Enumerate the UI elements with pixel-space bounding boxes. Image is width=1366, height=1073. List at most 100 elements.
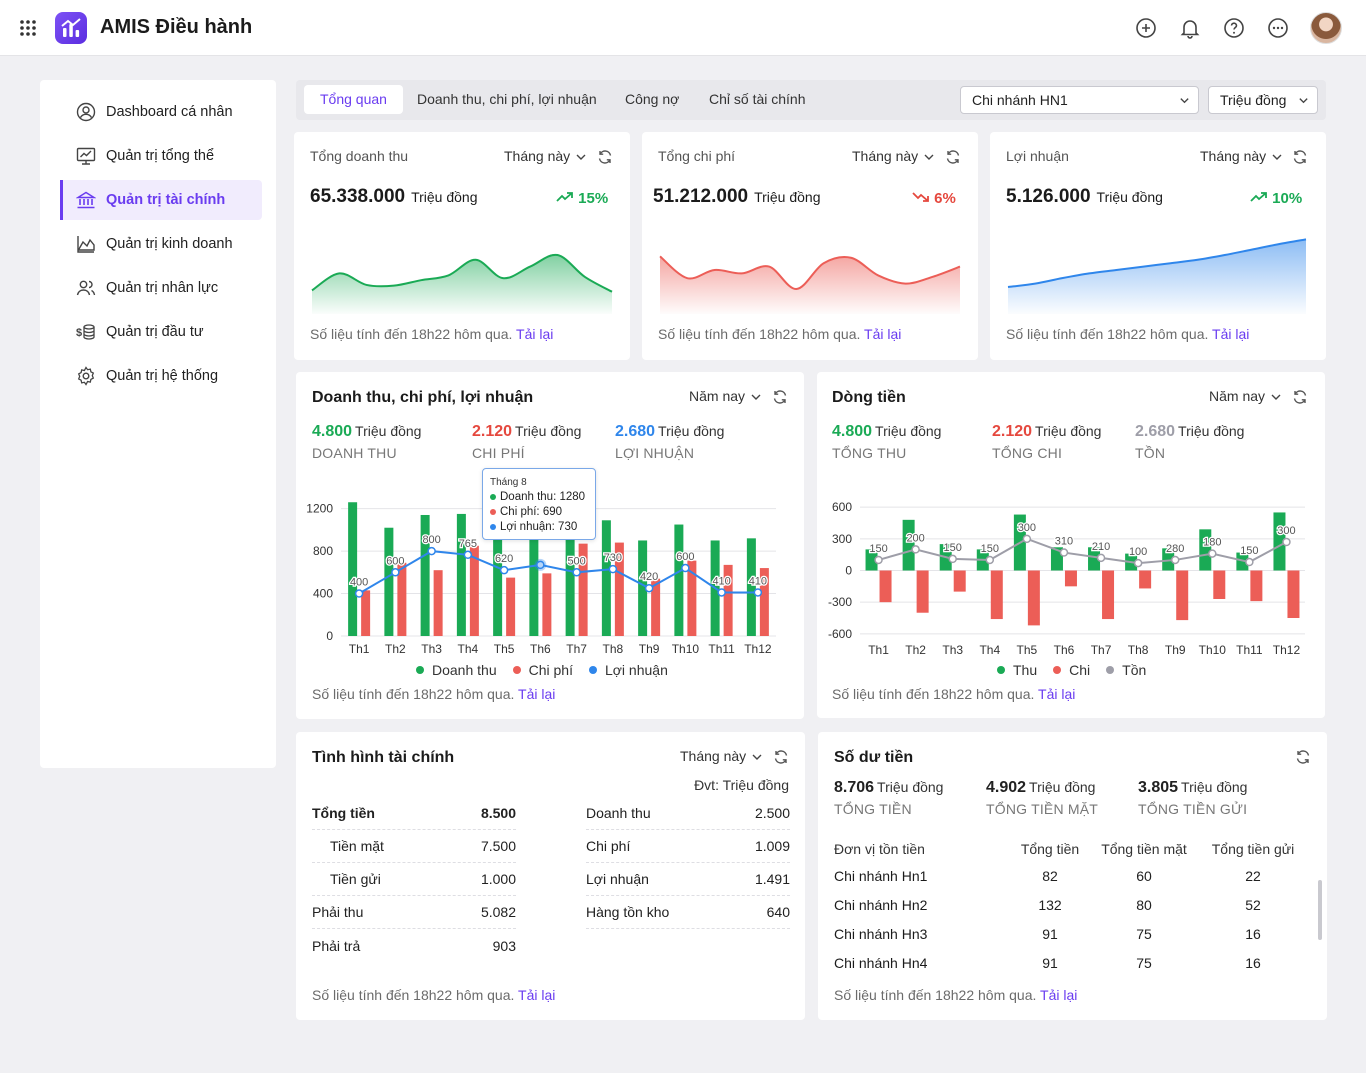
table-header: Đơn vị tồn tiền Tổng tiền Tổng tiền mặt Tổn… bbox=[834, 840, 1295, 857]
period-dropdown[interactable]: Năm nay bbox=[689, 388, 761, 404]
sidebar-item-dau-tu[interactable]: $ Quản trị đầu tư bbox=[60, 312, 262, 352]
period-dropdown[interactable]: Tháng này bbox=[852, 148, 934, 164]
line-point bbox=[1059, 548, 1069, 557]
app-logo[interactable] bbox=[55, 12, 87, 44]
sidebar-item-tai-chinh[interactable]: Quản trị tài chính bbox=[60, 180, 262, 220]
tai-chinh-card: Tình hình tài chính Tháng này Đvt: Triệu… bbox=[296, 732, 805, 1020]
legend-item[interactable]: Tồn bbox=[1106, 662, 1146, 678]
period-value: Tháng này bbox=[852, 148, 919, 164]
y-tick-label: 600 bbox=[832, 500, 852, 514]
bar-doanh-thu bbox=[746, 538, 756, 636]
x-tick-label: Th4 bbox=[458, 642, 479, 656]
unit-select[interactable]: Triệu đồng bbox=[1208, 86, 1318, 114]
refresh-icon[interactable] bbox=[772, 389, 788, 405]
fin-row: Phải trả 903 bbox=[312, 937, 516, 954]
bar-doanh-thu bbox=[384, 527, 394, 636]
refresh-icon[interactable] bbox=[773, 749, 789, 765]
table-row[interactable]: Chi nhánh Hn1 82 60 22 bbox=[834, 867, 1261, 884]
x-tick-label: Th8 bbox=[1128, 643, 1149, 657]
refresh-icon[interactable] bbox=[1295, 749, 1311, 765]
line-point bbox=[753, 588, 763, 597]
point-label: 400 bbox=[350, 577, 368, 589]
period-value: Tháng này bbox=[504, 148, 571, 164]
bar-doanh-thu bbox=[529, 537, 539, 636]
sidebar-item-tong-the[interactable]: Quản trị tổng thể bbox=[60, 136, 262, 176]
table-row[interactable]: Chi nhánh Hn2 132 80 52 bbox=[834, 896, 1261, 913]
bar-doanh-thu bbox=[565, 525, 575, 636]
sidebar-item-nhan-luc[interactable]: Quản trị nhân lực bbox=[60, 268, 262, 308]
refresh-icon[interactable] bbox=[1292, 149, 1308, 165]
kpi-sparkline bbox=[659, 255, 961, 314]
reload-link[interactable]: Tải lại bbox=[516, 326, 554, 342]
avatar[interactable] bbox=[1310, 12, 1342, 44]
legend-item[interactable]: Thu bbox=[997, 662, 1037, 678]
tab-doanh-thu[interactable]: Doanh thu, chi phí, lợi nhuận bbox=[417, 91, 597, 107]
table-scrollbar[interactable] bbox=[1318, 880, 1322, 940]
bar-chi-phí bbox=[433, 570, 443, 636]
bar-thu bbox=[1273, 512, 1286, 571]
bell-icon[interactable] bbox=[1178, 16, 1202, 40]
sidebar-item-kinh-doanh[interactable]: Quản trị kinh doanh bbox=[60, 224, 262, 264]
dtcp-chart: 0 400 800 1200 Th1 Th2 Th3 Th4 Th5 Th6 Th7 Th8 Th9 Th… bbox=[306, 502, 776, 656]
period-dropdown[interactable]: Tháng này bbox=[504, 148, 586, 164]
legend-item[interactable]: Doanh thu bbox=[416, 662, 497, 678]
point-label: 730 bbox=[604, 552, 622, 564]
line-point bbox=[1245, 557, 1254, 567]
reload-link[interactable]: Tải lại bbox=[518, 987, 556, 1003]
legend-item[interactable]: Chi bbox=[1053, 662, 1090, 678]
reload-link[interactable]: Tải lại bbox=[1040, 987, 1078, 1003]
sidebar-item-he-thong[interactable]: Quản trị hệ thống bbox=[60, 356, 262, 396]
bar-chi-phí bbox=[723, 564, 733, 636]
period-dropdown[interactable]: Tháng này bbox=[680, 748, 762, 764]
monitor-chart-icon bbox=[76, 147, 96, 165]
bar-chi-phí bbox=[651, 578, 661, 636]
branch-select[interactable]: Chi nhánh HN1 bbox=[960, 86, 1199, 114]
table-row[interactable]: Chi nhánh Hn4 91 75 16 bbox=[834, 954, 1261, 971]
chart-tooltip: Tháng 8 Doanh thu: 1280 Chi phí: 690 Lợi… bbox=[482, 468, 596, 540]
legend-item[interactable]: Lợi nhuận bbox=[588, 662, 668, 678]
y-tick-label: 0 bbox=[326, 629, 333, 643]
table-row[interactable]: Chi nhánh Hn3 91 75 16 bbox=[834, 925, 1261, 942]
tab-cong-no[interactable]: Công nợ bbox=[625, 91, 680, 107]
app-grid-icon[interactable] bbox=[20, 20, 36, 36]
more-icon[interactable] bbox=[1266, 16, 1290, 40]
period-dropdown[interactable]: Tháng này bbox=[1200, 148, 1282, 164]
trend-up-icon bbox=[1250, 192, 1267, 202]
x-tick-label: Th11 bbox=[1236, 643, 1263, 657]
sidebar-item-dashboard[interactable]: Dashboard cá nhân bbox=[60, 92, 262, 132]
point-label: 200 bbox=[906, 532, 924, 544]
period-dropdown[interactable]: Năm nay bbox=[1209, 388, 1281, 404]
line-point bbox=[1133, 558, 1143, 568]
tab-chi-so[interactable]: Chỉ số tài chính bbox=[709, 91, 806, 107]
bar-chi bbox=[1287, 570, 1300, 618]
reload-link[interactable]: Tải lại bbox=[518, 686, 556, 702]
tab-tong-quan[interactable]: Tổng quan bbox=[304, 85, 403, 114]
kpi-title: Tổng doanh thu bbox=[310, 148, 409, 164]
refresh-icon[interactable] bbox=[1292, 389, 1308, 405]
bar-chi bbox=[1250, 570, 1263, 602]
legend-item[interactable]: Chi phí bbox=[512, 662, 573, 678]
kpi-trend: 15% bbox=[556, 190, 608, 207]
point-label: 410 bbox=[712, 575, 730, 587]
reload-link[interactable]: Tải lại bbox=[1212, 326, 1250, 342]
help-icon[interactable] bbox=[1222, 16, 1246, 40]
period-value: Tháng này bbox=[680, 748, 747, 764]
bar-chi-phí bbox=[397, 562, 407, 636]
point-label: 150 bbox=[1240, 545, 1258, 557]
add-icon[interactable] bbox=[1134, 16, 1158, 40]
bar-doanh-thu bbox=[638, 540, 648, 636]
point-label: 150 bbox=[981, 543, 999, 555]
reload-link[interactable]: Tải lại bbox=[864, 326, 902, 342]
bar-chi bbox=[990, 570, 1003, 620]
y-tick-label: 800 bbox=[313, 544, 333, 558]
kpi-trend: 10% bbox=[1250, 190, 1302, 207]
bar-chi bbox=[953, 570, 966, 592]
series-line bbox=[358, 550, 758, 595]
card-title: Số dư tiền bbox=[834, 749, 914, 766]
bar-doanh-thu bbox=[674, 524, 684, 636]
reload-link[interactable]: Tải lại bbox=[1038, 686, 1076, 702]
refresh-icon[interactable] bbox=[945, 149, 961, 165]
refresh-icon[interactable] bbox=[597, 149, 613, 165]
sparkline-area bbox=[312, 254, 612, 314]
dong-tien-chart: -600 -300 0 300 600 Th1 Th2 Th3 Th4 Th5 Th6 Th7 Th8 T… bbox=[828, 500, 1305, 657]
